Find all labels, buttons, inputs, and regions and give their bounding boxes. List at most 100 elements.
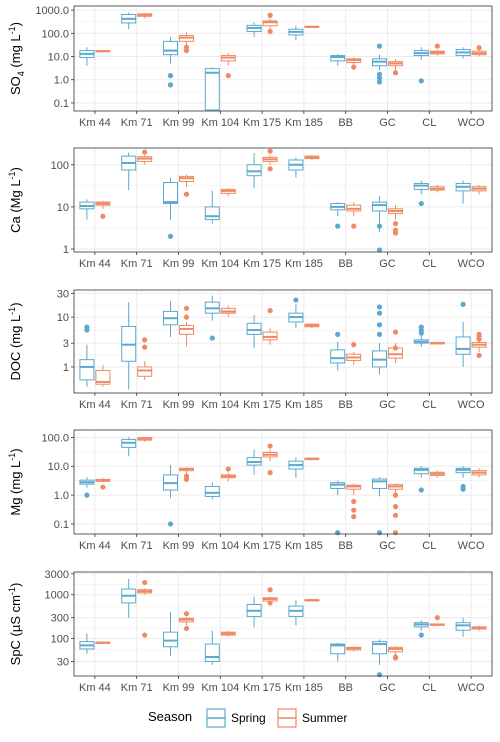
outlier-point	[335, 331, 341, 337]
x-tick-label: GC	[379, 399, 396, 411]
x-tick-label: Km 44	[79, 540, 111, 552]
x-tick-label: WCO	[458, 117, 485, 129]
ylabel-superscript: -1	[7, 453, 17, 461]
x-tick-label: BB	[338, 540, 353, 552]
ylabel-superscript: -1	[7, 26, 17, 34]
y-tick-label: 10.0	[48, 52, 69, 64]
outlier-point	[376, 79, 383, 85]
x-tick-label: BB	[338, 682, 353, 694]
box-summer-km44	[95, 200, 111, 219]
outlier-point	[392, 492, 399, 498]
box-spring-km71	[121, 437, 137, 457]
y-axis-label: SO4 (mg L-1)	[7, 22, 26, 95]
outlier-point	[392, 512, 399, 518]
box-iqr	[246, 164, 262, 177]
outlier-point	[209, 335, 215, 341]
y-tick-label: 300	[51, 613, 69, 625]
x-tick-label: BB	[338, 258, 353, 270]
outlier-point	[293, 297, 299, 303]
box-spring-km185	[288, 297, 304, 329]
panel-border	[73, 5, 493, 112]
x-tick-label: Km 104	[201, 399, 239, 411]
outlier-point	[434, 43, 440, 49]
box-summer-km71	[137, 337, 153, 380]
x-tick-label: WCO	[458, 682, 485, 694]
series-summer	[95, 305, 487, 387]
box-summer-cl	[429, 43, 445, 56]
panels: 0.1 1.0 10.0 100.0 1000.0 Km 44 Km 71 Km 99 Km 1…	[7, 5, 493, 694]
x-tick-label: Km 104	[201, 682, 239, 694]
x-tick-label: Km 99	[163, 117, 195, 129]
y-axis-label: Mg (mg L-1)	[7, 448, 23, 515]
x-tick-label: GC	[379, 117, 396, 129]
outlier-point	[267, 308, 273, 314]
legend-title: Season	[148, 709, 192, 724]
box-summer-bb	[346, 342, 362, 365]
y-tick-label: 10	[57, 202, 69, 214]
panel-background	[74, 148, 492, 252]
box-spring-km99	[163, 301, 178, 337]
x-tick-label: CL	[422, 399, 436, 411]
y-tick-label: 3	[63, 338, 69, 350]
ylabel-text: )	[8, 302, 23, 306]
box-spring-km175	[246, 596, 262, 628]
outlier-point	[376, 247, 383, 253]
box-summer-wco	[471, 185, 487, 195]
outlier-point	[460, 486, 466, 492]
box-iqr	[262, 20, 278, 27]
box-summer-cl	[429, 341, 445, 345]
box-summer-km175	[262, 148, 278, 172]
x-tick-label: Km 185	[285, 540, 323, 552]
x-tick-label: Km 175	[243, 258, 281, 270]
box-iqr	[204, 68, 220, 111]
outlier-point	[392, 504, 399, 510]
series-spring	[79, 12, 471, 111]
x-tick-label: Km 104	[201, 540, 239, 552]
series-summer	[95, 148, 487, 236]
box-spring-km185	[288, 457, 304, 478]
box-spring-km44	[79, 47, 95, 66]
legend-item-summer: Summer	[277, 708, 347, 728]
box-summer-gc	[388, 59, 403, 76]
box-spring-cl	[413, 620, 429, 638]
box-summer-bb	[346, 646, 362, 652]
x-tick-label: Km 185	[285, 258, 323, 270]
box-summer-km104	[220, 466, 236, 482]
box-summer-km71	[137, 12, 153, 19]
y-tick-label: 1	[63, 244, 69, 256]
outlier-point	[183, 314, 190, 320]
y-tick-label: 1000.0	[35, 5, 69, 17]
outlier-point	[418, 632, 424, 638]
ylabel-text: )	[8, 167, 23, 171]
legend-label-summer: Summer	[302, 711, 347, 725]
box-summer-bb	[346, 483, 362, 520]
x-tick-label: Km 185	[285, 399, 323, 411]
box-iqr	[204, 206, 220, 221]
box-spring-km185	[288, 600, 304, 626]
outlier-point	[100, 213, 106, 219]
outlier-point	[167, 82, 174, 88]
y-axis-label: SpC (µS cm-1)	[7, 583, 23, 666]
box-summer-km185	[304, 25, 320, 28]
box-iqr	[79, 359, 95, 381]
x-tick-label: Km 175	[243, 399, 281, 411]
outlier-point	[335, 530, 341, 536]
box-spring-gc	[372, 43, 387, 85]
box-spring-bb	[330, 53, 346, 66]
box-summer-wco	[471, 331, 487, 359]
box-spring-km175	[246, 22, 262, 37]
x-tick-label: CL	[422, 540, 436, 552]
outlier-point	[225, 466, 231, 472]
ylabel-text: DOC (mg L	[8, 315, 23, 381]
outlier-point	[167, 73, 174, 79]
box-summer-bb	[346, 202, 362, 229]
outlier-point	[376, 310, 383, 316]
x-tick-label: Km 99	[163, 399, 195, 411]
x-tick-label: Km 175	[243, 117, 281, 129]
outlier-point	[418, 200, 424, 207]
box-spring-km104	[204, 67, 220, 111]
outlier-point	[183, 625, 190, 632]
box-summer-km99	[179, 467, 194, 483]
outlier-point	[376, 304, 383, 310]
box-spring-cl	[413, 47, 429, 84]
